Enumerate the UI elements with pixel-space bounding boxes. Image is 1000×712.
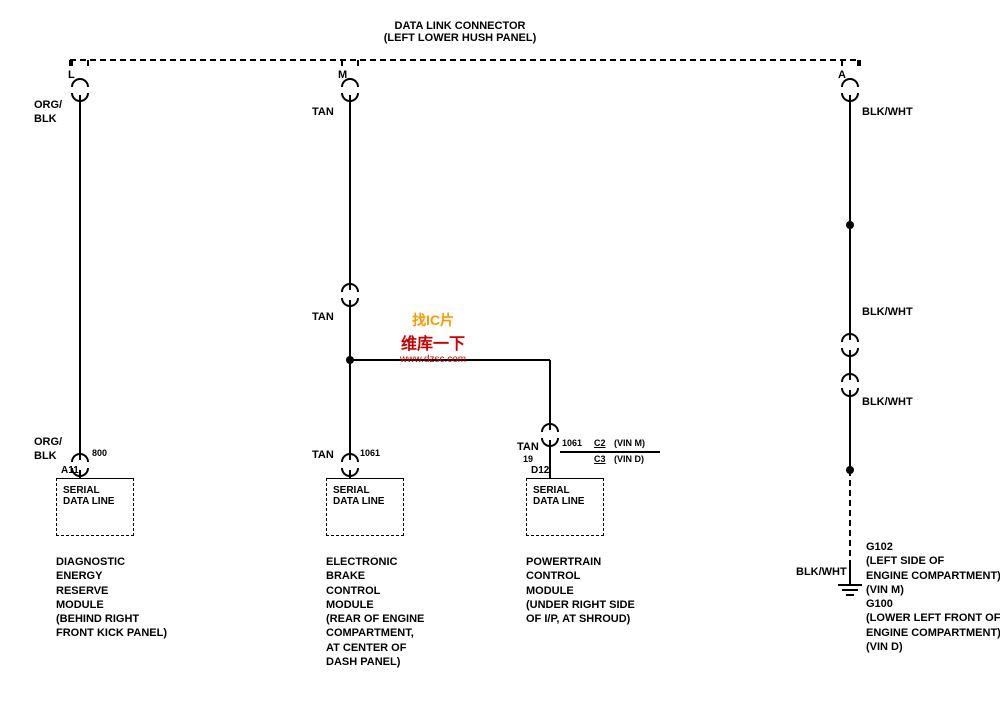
pin-M: M <box>338 68 347 82</box>
wire-branch-c3: C3 <box>594 454 606 466</box>
module-pcm-box-text: SERIAL DATA LINE <box>533 485 584 507</box>
watermark-line2: 维库一下 <box>400 330 466 354</box>
title-line2: (LEFT LOWER HUSH PANEL) <box>310 32 610 44</box>
module-box-pcm: D12 SERIAL DATA LINE <box>526 478 604 536</box>
module-box-ebcm: SERIAL DATA LINE <box>326 478 404 536</box>
wire-gnd-color-2: BLK/WHT <box>862 305 913 319</box>
ground-label: G102 (LEFT SIDE OF ENGINE COMPARTMENT) (… <box>866 540 1000 654</box>
module-diag-desc: DIAGNOSTIC ENERGY RESERVE MODULE (BEHIND… <box>56 555 167 641</box>
module-diag-box-text: SERIAL DATA LINE <box>63 485 114 507</box>
module-pcm-pin: D12 <box>531 465 549 476</box>
watermark-line3: www.dzsc.com <box>400 354 466 365</box>
pin-L: L <box>68 68 75 82</box>
wire-gnd-color-4: BLK/WHT <box>796 565 847 579</box>
wire-branch-vinm: (VIN M) <box>614 438 645 450</box>
wire-mid-color-1: TAN <box>312 105 334 119</box>
wire-left-num: 800 <box>92 448 107 460</box>
wire-branch-pinnum: 19 <box>523 454 533 466</box>
wire-mid-color-2: TAN <box>312 310 334 324</box>
wire-mid-num: 1061 <box>360 448 380 460</box>
wire-left-color-top: ORG/ BLK <box>34 98 62 127</box>
module-ebcm-box-text: SERIAL DATA LINE <box>333 485 384 507</box>
pin-A: A <box>838 68 846 82</box>
module-diag-pin: A11 <box>61 465 79 476</box>
diagram-title: DATA LINK CONNECTOR (LEFT LOWER HUSH PAN… <box>310 20 610 44</box>
wire-branch-vind: (VIN D) <box>614 454 644 466</box>
title-line1: DATA LINK CONNECTOR <box>310 20 610 32</box>
watermark-line1: 找IC片 <box>400 310 466 330</box>
wire-branch-color: TAN <box>517 440 539 454</box>
watermark: 找IC片 维库一下 www.dzsc.com <box>400 310 466 365</box>
module-ebcm-desc: ELECTRONIC BRAKE CONTROL MODULE (REAR OF… <box>326 555 424 669</box>
module-pcm-desc: POWERTRAIN CONTROL MODULE (UNDER RIGHT S… <box>526 555 635 626</box>
module-box-diag: A11 SERIAL DATA LINE <box>56 478 134 536</box>
wire-left-color-bot: ORG/ BLK <box>34 435 62 464</box>
wire-branch-num: 1061 <box>562 438 582 450</box>
wire-gnd-color-1: BLK/WHT <box>862 105 913 119</box>
wire-gnd-color-3: BLK/WHT <box>862 395 913 409</box>
wire-branch-c2: C2 <box>594 438 606 450</box>
wire-mid-color-3: TAN <box>312 448 334 462</box>
